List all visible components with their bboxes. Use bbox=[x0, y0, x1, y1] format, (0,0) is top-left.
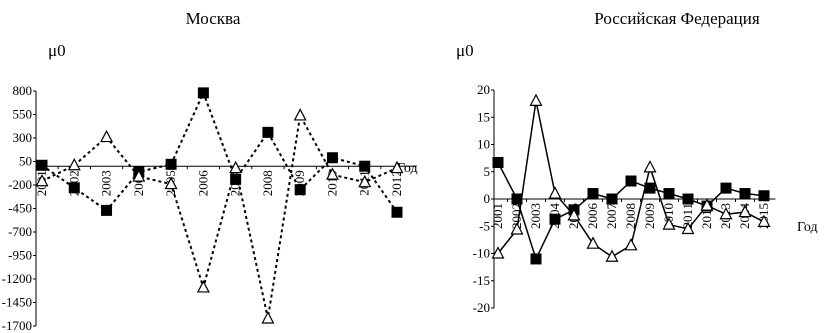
moscow-square-marker bbox=[391, 206, 403, 218]
russia-y-tick-label: 15 bbox=[477, 109, 490, 124]
russia-x-tick-label: 2011 bbox=[680, 203, 695, 229]
moscow-y-tick-label: -700 bbox=[8, 224, 32, 239]
moscow-triangle-marker bbox=[67, 157, 81, 171]
moscow-triangle-marker bbox=[164, 176, 178, 190]
russia-triangle-marker bbox=[491, 246, 505, 259]
moscow-y-tick-label: -1450 bbox=[2, 295, 32, 310]
russia-triangle-marker bbox=[586, 236, 600, 249]
y-axis-label-moscow: μ0 bbox=[48, 41, 66, 60]
moscow-square-marker bbox=[294, 184, 306, 196]
russia-y-tick-label: 10 bbox=[477, 137, 490, 152]
russia-triangle-marker bbox=[681, 221, 695, 235]
moscow-y-tick-label: 800 bbox=[13, 83, 33, 98]
moscow-square-marker bbox=[101, 204, 113, 216]
x-axis-label-russia: Год bbox=[797, 220, 818, 235]
russia-square-marker bbox=[682, 193, 694, 205]
russia-triangle-marker bbox=[510, 222, 524, 235]
moscow-triangle-marker bbox=[261, 311, 275, 324]
russia-triangle-marker bbox=[757, 214, 771, 227]
moscow-square-marker bbox=[36, 159, 48, 171]
moscow-y-tick-label: 50 bbox=[19, 154, 32, 169]
russia-triangle-marker bbox=[662, 217, 676, 230]
russia-x-tick-label: 2008 bbox=[623, 203, 638, 229]
moscow-y-tick-label: 550 bbox=[13, 107, 33, 122]
moscow-square-marker bbox=[197, 87, 209, 99]
russia-triangle-marker bbox=[605, 249, 619, 262]
russia-square-marker bbox=[625, 175, 637, 187]
russia-triangle-marker bbox=[624, 238, 638, 251]
moscow-x-tick-label: 2008 bbox=[260, 170, 275, 196]
moscow-square-marker bbox=[68, 182, 80, 194]
moscow-y-tick-label: -450 bbox=[8, 201, 32, 216]
moscow-triangle-marker bbox=[325, 167, 339, 180]
moscow-series-2-line bbox=[41, 112, 398, 319]
russia-triangle-marker bbox=[643, 160, 657, 173]
russia-square-marker bbox=[606, 193, 618, 205]
russia-square-marker bbox=[739, 188, 751, 200]
moscow-triangle-marker bbox=[132, 169, 146, 182]
russia-square-marker bbox=[720, 182, 732, 194]
moscow-square-marker bbox=[262, 126, 274, 138]
russia-triangle-marker bbox=[719, 206, 733, 220]
russia-x-tick-label: 2009 bbox=[642, 203, 657, 229]
russia-square-marker bbox=[758, 190, 770, 202]
russia-square-marker bbox=[587, 188, 599, 200]
moscow-triangle-marker bbox=[390, 160, 404, 174]
russia-square-marker bbox=[492, 156, 504, 168]
russia-triangle-marker bbox=[548, 186, 562, 199]
russia-x-tick-label: 2001 bbox=[490, 203, 505, 229]
moscow-x-tick-label: 2012 bbox=[389, 170, 404, 196]
moscow-triangle-marker bbox=[229, 160, 243, 174]
moscow-y-tick-label: -950 bbox=[8, 248, 32, 263]
russia-square-marker bbox=[549, 213, 561, 225]
russia-y-tick-label: -5 bbox=[479, 218, 490, 233]
russia-y-tick-label: 5 bbox=[484, 164, 491, 179]
moscow-triangle-marker bbox=[196, 280, 210, 293]
moscow-x-tick-label: 2006 bbox=[195, 170, 210, 197]
russia-triangle-marker bbox=[567, 208, 581, 221]
moscow-y-tick-label: -1200 bbox=[2, 271, 32, 286]
moscow-triangle-marker bbox=[35, 173, 49, 187]
chart-title-russia: Российская Федерация bbox=[594, 9, 760, 28]
russia-triangle-marker bbox=[738, 204, 752, 218]
russia-triangle-marker bbox=[529, 93, 543, 107]
russia-y-tick-label: 20 bbox=[477, 82, 490, 97]
russia-y-tick-label: -10 bbox=[473, 246, 490, 261]
chart-moscow: 800 550 300 50 -200 -450 -700 -950 -1200 -1450 -17… bbox=[2, 83, 417, 333]
moscow-square-marker bbox=[165, 158, 177, 170]
russia-y-tick-label: -15 bbox=[473, 273, 490, 288]
russia-x-tick-label: 2007 bbox=[604, 203, 619, 230]
moscow-series-1-line bbox=[41, 90, 398, 213]
russia-x-tick-label: 2006 bbox=[585, 203, 600, 230]
moscow-y-tick-label: 300 bbox=[13, 130, 33, 145]
moscow-square-marker bbox=[359, 160, 371, 172]
chart-title-moscow: Москва bbox=[186, 9, 241, 28]
russia-square-marker bbox=[530, 253, 542, 265]
chart-russia: 20151050-5-10-15-20200120022003200420052… bbox=[473, 82, 776, 315]
russia-triangle-marker bbox=[700, 198, 714, 211]
russia-x-tick-label: 2003 bbox=[528, 203, 543, 229]
moscow-y-tick-label: -1700 bbox=[2, 318, 32, 333]
moscow-square-marker bbox=[230, 173, 242, 185]
moscow-y-tick-label: -200 bbox=[8, 177, 32, 192]
moscow-triangle-marker bbox=[293, 108, 307, 121]
moscow-triangle-marker bbox=[100, 129, 114, 143]
moscow-triangle-marker bbox=[358, 174, 372, 188]
y-axis-label-russia: μ0 bbox=[456, 41, 474, 60]
moscow-x-tick-label: 2003 bbox=[99, 170, 114, 196]
russia-square-marker bbox=[663, 188, 675, 200]
russia-y-tick-label: -20 bbox=[473, 300, 490, 315]
russia-y-tick-label: 0 bbox=[484, 191, 491, 206]
moscow-square-marker bbox=[326, 152, 338, 164]
